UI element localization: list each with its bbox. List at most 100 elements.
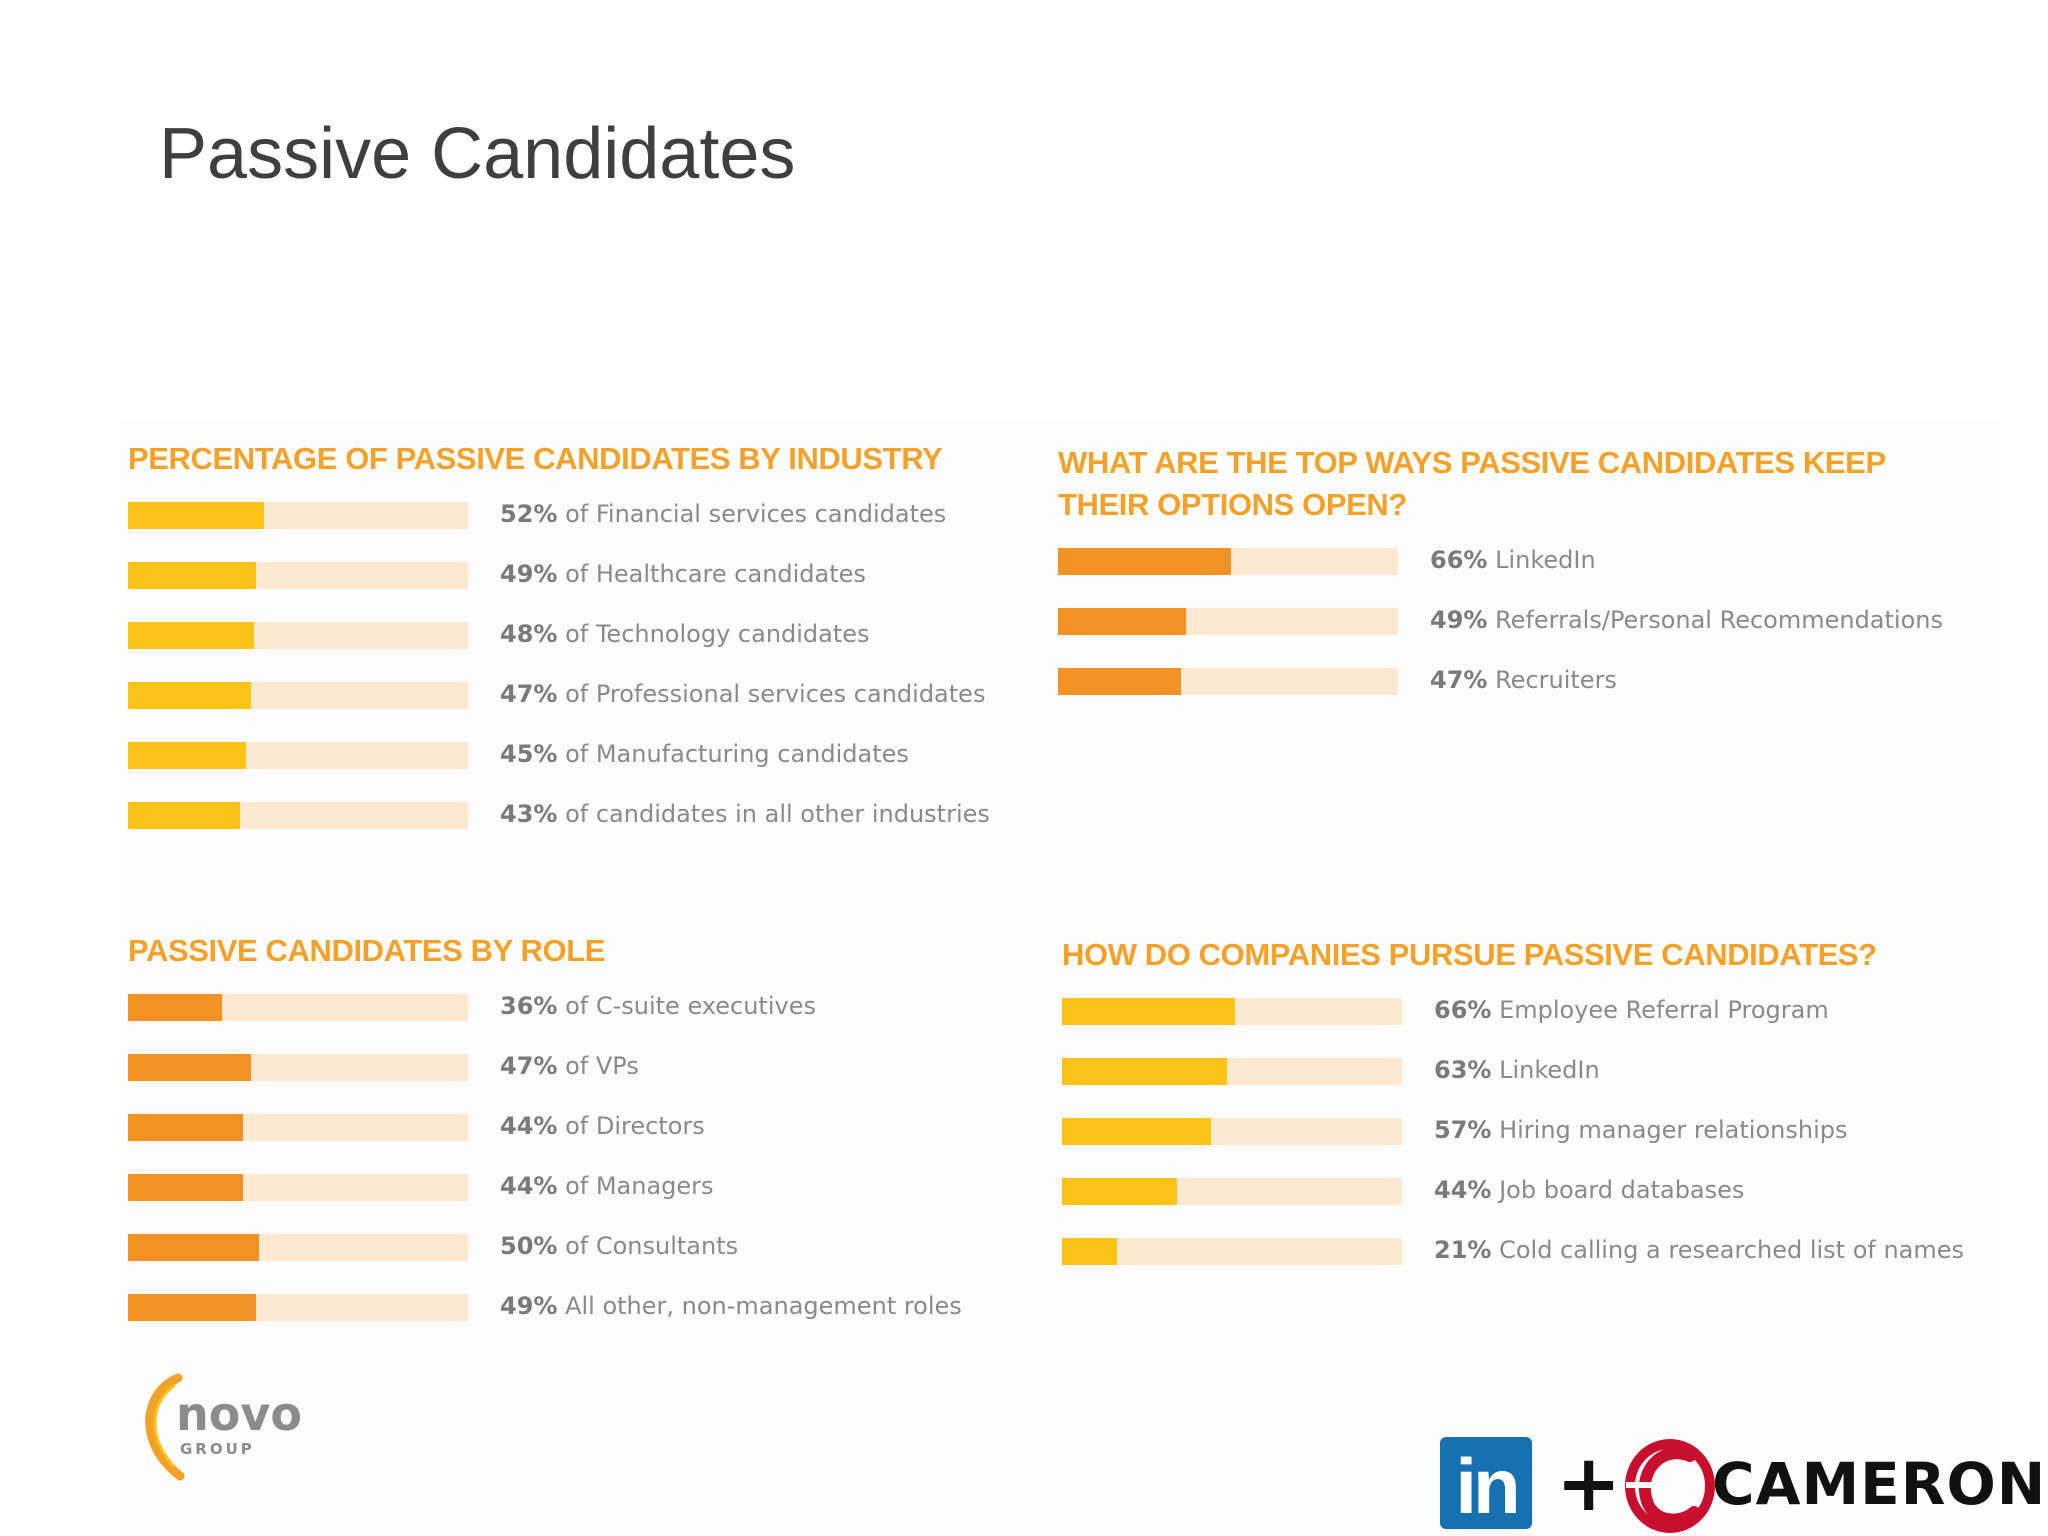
chart-role-bar-text: of C-suite executives xyxy=(557,992,816,1020)
chart-industry-bar xyxy=(128,802,241,829)
slide-title: Passive Candidates xyxy=(159,114,796,194)
chart-industry-bar-value: 49% xyxy=(500,560,558,588)
chart-options-open-row: 49% Referrals/Personal Recommendations xyxy=(1058,606,1958,636)
partner-logos: in + CAMERON xyxy=(1440,1434,2045,1534)
chart-industry-bar xyxy=(128,682,251,709)
chart-role-bar-text: All other, non-management roles xyxy=(557,1292,962,1320)
chart-options-open: WHAT ARE THE TOP WAYS PASSIVE CANDIDATES… xyxy=(1058,442,1943,695)
chart-role-bar xyxy=(128,1174,244,1201)
chart-companies-pursue-row: 44% Job board databases xyxy=(1062,1176,1962,1206)
chart-options-open-row: 47% Recruiters xyxy=(1058,666,1958,696)
chart-companies-pursue-bar-value: 66% xyxy=(1434,996,1492,1024)
chart-industry: PERCENTAGE OF PASSIVE CANDIDATES BY INDU… xyxy=(128,438,990,829)
chart-industry-bar-label: 45% of Manufacturing candidates xyxy=(500,736,909,772)
chart-companies-pursue-bar-label: 57% Hiring manager relationships xyxy=(1434,1112,1847,1148)
chart-options-open-bar-text: Recruiters xyxy=(1487,666,1617,694)
chart-role-bar-value: 44% xyxy=(500,1112,558,1140)
chart-industry-row: 45% of Manufacturing candidates xyxy=(128,740,1028,770)
chart-role-bar-text: of Managers xyxy=(557,1172,714,1200)
chart-options-open-bar-value: 47% xyxy=(1430,666,1488,694)
chart-industry-bar-value: 52% xyxy=(500,500,558,528)
chart-companies-pursue-bar xyxy=(1062,1238,1117,1265)
chart-companies-pursue-bar-value: 44% xyxy=(1434,1176,1492,1204)
chart-industry-bar-label: 48% of Technology candidates xyxy=(500,616,870,652)
chart-industry-bar-track xyxy=(128,802,468,829)
chart-role-bar xyxy=(128,1234,259,1261)
chart-industry-bar-value: 48% xyxy=(500,620,558,648)
chart-role-bar xyxy=(128,1054,251,1081)
chart-companies-pursue-bar-text: LinkedIn xyxy=(1491,1056,1600,1084)
chart-industry-bar-value: 45% xyxy=(500,740,558,768)
chart-industry-bar-track xyxy=(128,502,468,529)
chart-companies-pursue: HOW DO COMPANIES PURSUE PASSIVE CANDIDAT… xyxy=(1062,934,1964,1265)
chart-industry-bar-value: 43% xyxy=(500,800,558,828)
chart-role-bar-value: 44% xyxy=(500,1172,558,1200)
linkedin-logo: in xyxy=(1440,1437,1532,1530)
chart-companies-pursue-bar-label: 66% Employee Referral Program xyxy=(1434,992,1829,1028)
chart-role-bar-track xyxy=(128,1114,468,1141)
cameron-wordmark: CAMERON xyxy=(1712,1450,2047,1518)
chart-options-open-bar-value: 49% xyxy=(1430,606,1488,634)
chart-role-bar-label: 36% of C-suite executives xyxy=(500,988,816,1024)
chart-options-open-bar-text: Referrals/Personal Recommendations xyxy=(1487,606,1943,634)
chart-role-row: 44% of Directors xyxy=(128,1112,1028,1142)
chart-companies-pursue-bar xyxy=(1062,1178,1178,1205)
chart-role-row: 44% of Managers xyxy=(128,1172,1028,1202)
chart-companies-pursue-bar-track xyxy=(1062,998,1402,1025)
chart-role-bar-track xyxy=(128,1294,468,1321)
chart-companies-pursue-bar-text: Hiring manager relationships xyxy=(1491,1116,1848,1144)
chart-options-open-bar xyxy=(1058,548,1231,575)
chart-companies-pursue-bar-track xyxy=(1062,1178,1402,1205)
chart-companies-pursue-row: 66% Employee Referral Program xyxy=(1062,996,1962,1026)
novo-group-logo: novo GROUP xyxy=(134,1372,334,1482)
chart-companies-pursue-bar-track xyxy=(1062,1238,1402,1265)
chart-companies-pursue-bar xyxy=(1062,1118,1212,1145)
chart-role-bar xyxy=(128,994,223,1021)
chart-industry-bar-track xyxy=(128,622,468,649)
chart-role-bar xyxy=(128,1114,244,1141)
chart-industry-bar-label: 43% of candidates in all other industrie… xyxy=(500,796,990,832)
chart-companies-pursue-bar-text: Employee Referral Program xyxy=(1491,996,1829,1024)
chart-role-bar-label: 44% of Directors xyxy=(500,1108,705,1144)
chart-companies-pursue-bar xyxy=(1062,998,1235,1025)
chart-companies-pursue-bar-text: Cold calling a researched list of names xyxy=(1491,1236,1965,1264)
chart-industry-bar-text: of Professional services candidates xyxy=(557,680,986,708)
chart-industry-bar xyxy=(128,502,264,529)
chart-options-open-title-line-1: WHAT ARE THE TOP WAYS PASSIVE CANDIDATES… xyxy=(1058,445,1886,480)
chart-industry-bar-label: 47% of Professional services candidates xyxy=(500,676,985,712)
chart-role-bar-text: of Directors xyxy=(557,1112,705,1140)
chart-companies-pursue-bar-label: 44% Job board databases xyxy=(1434,1172,1744,1208)
cameron-logo-mark xyxy=(1625,1439,1715,1533)
chart-companies-pursue-bar-track xyxy=(1062,1058,1402,1085)
chart-role-bar-label: 50% of Consultants xyxy=(500,1228,738,1264)
chart-role-bar-value: 50% xyxy=(500,1232,558,1260)
chart-industry-bar-text: of Healthcare candidates xyxy=(557,560,866,588)
chart-role-bar-track xyxy=(128,1054,468,1081)
chart-companies-pursue-bar-value: 21% xyxy=(1434,1236,1492,1264)
chart-industry-title: PERCENTAGE OF PASSIVE CANDIDATES BY INDU… xyxy=(128,441,943,476)
chart-options-open-bar-track xyxy=(1058,548,1398,575)
chart-options-open-row: 66% LinkedIn xyxy=(1058,546,1958,576)
chart-options-open-bar-text: LinkedIn xyxy=(1487,546,1596,574)
chart-role-bar-track xyxy=(128,994,468,1021)
chart-companies-pursue-bar-track xyxy=(1062,1118,1402,1145)
chart-role-row: 36% of C-suite executives xyxy=(128,992,1028,1022)
chart-role-row: 50% of Consultants xyxy=(128,1232,1028,1262)
chart-options-open-bar-label: 47% Recruiters xyxy=(1430,662,1617,698)
chart-companies-pursue-bar-label: 63% LinkedIn xyxy=(1434,1052,1600,1088)
chart-industry-bar-track xyxy=(128,682,468,709)
chart-companies-pursue-row: 63% LinkedIn xyxy=(1062,1056,1962,1086)
chart-role-title: PASSIVE CANDIDATES BY ROLE xyxy=(128,933,606,968)
chart-industry-bar-text: of Financial services candidates xyxy=(557,500,947,528)
chart-companies-pursue-row: 21% Cold calling a researched list of na… xyxy=(1062,1236,1965,1266)
chart-companies-pursue-bar xyxy=(1062,1058,1227,1085)
chart-industry-bar-text: of candidates in all other industries xyxy=(557,800,990,828)
novo-wordmark: novo xyxy=(176,1387,302,1441)
chart-options-open-bar xyxy=(1058,668,1181,695)
chart-role-bar-track xyxy=(128,1174,468,1201)
chart-options-open-title-line-2: THEIR OPTIONS OPEN? xyxy=(1058,487,1407,522)
chart-industry-bar xyxy=(128,562,257,589)
chart-options-open-title: WHAT ARE THE TOP WAYS PASSIVE CANDIDATES… xyxy=(1058,442,1886,526)
chart-industry-bar-text: of Technology candidates xyxy=(557,620,870,648)
chart-industry-bar-track xyxy=(128,742,468,769)
